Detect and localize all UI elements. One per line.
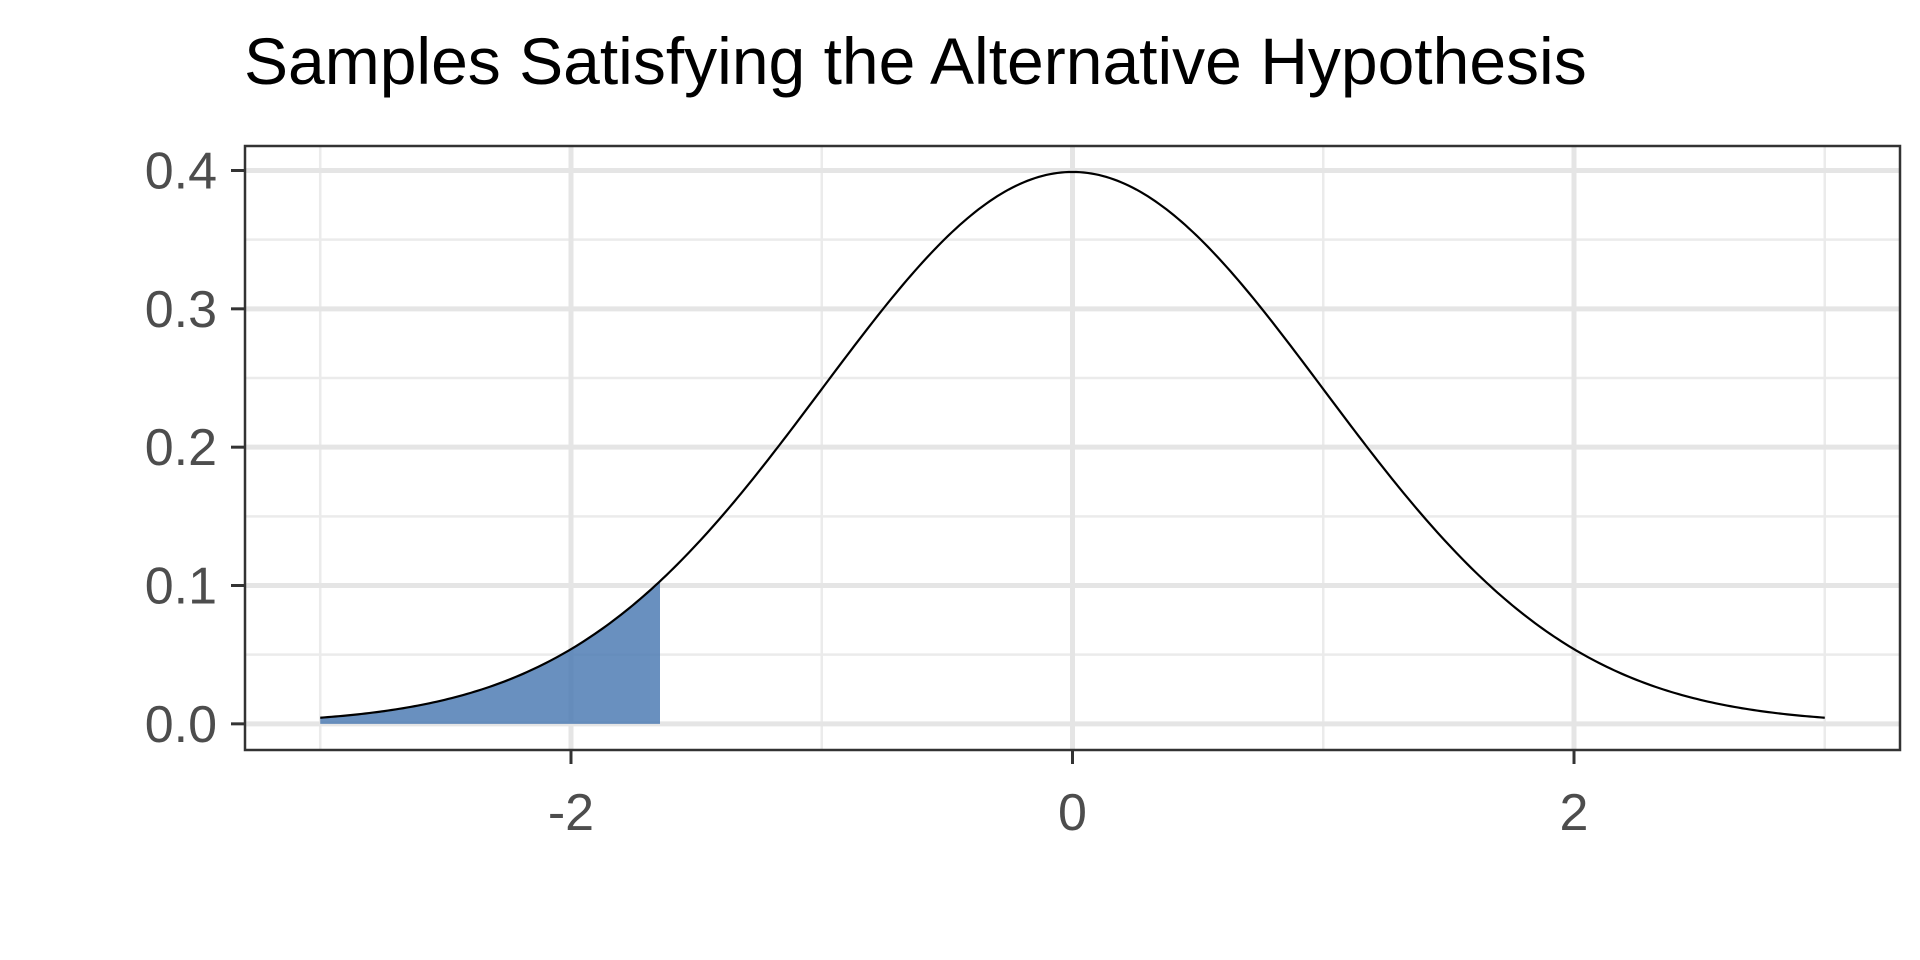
grid-major (245, 146, 1900, 750)
y-tick-label: 0.1 (145, 558, 217, 616)
shaded-region-layer (320, 581, 661, 724)
y-tick-label: 0.0 (145, 696, 217, 754)
x-tick-label: -2 (548, 784, 594, 842)
shaded-rejection-region (320, 581, 661, 724)
y-tick-label: 0.3 (145, 281, 217, 339)
x-tick-label: 2 (1560, 784, 1589, 842)
y-axis: 0.0 0.1 0.2 0.3 0.4 (145, 142, 245, 754)
density-curve (320, 170, 1825, 719)
y-tick-label: 0.4 (145, 142, 217, 200)
x-axis: -2 0 2 (548, 750, 1589, 842)
density-curve-layer (320, 170, 1825, 719)
x-tick-label: 0 (1058, 784, 1087, 842)
chart-title: Samples Satisfying the Alternative Hypot… (244, 24, 1587, 98)
y-tick-label: 0.2 (145, 419, 217, 477)
